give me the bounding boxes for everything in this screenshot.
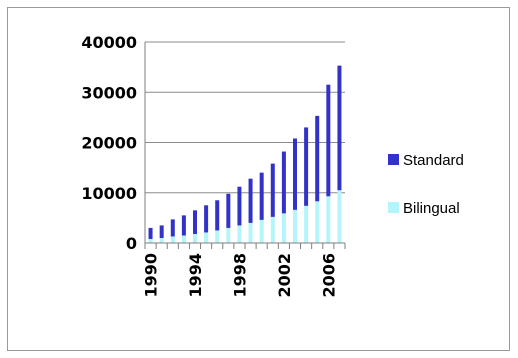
bar-standard-1993	[181, 215, 186, 236]
x-tick-label-1994: 1994	[186, 253, 205, 298]
chart-frame: 0 10000 20000 30000 40000 1990 1994 1998 2002 20…	[7, 7, 510, 351]
legend-swatch-bilingual	[388, 202, 399, 213]
bar-bilingual-1998	[237, 225, 242, 243]
bar-bilingual-1994	[193, 233, 197, 243]
bar-bilingual-2001	[270, 216, 275, 243]
bar-bilingual-2003	[293, 209, 297, 243]
y-tick-label-20000: 20000	[81, 134, 137, 153]
bar-standard-1991	[159, 225, 164, 238]
bar-bilingual-1990	[148, 238, 153, 243]
bar-standard-2005	[315, 115, 320, 202]
x-tick-label-1990: 1990	[142, 253, 161, 298]
bar-standard-1997	[226, 193, 231, 228]
y-tick-label-0: 0	[126, 234, 137, 253]
bar-standard-1994	[193, 210, 197, 234]
x-tick-labels: 1990 1994 1998 2002 2006	[142, 253, 339, 298]
bar-standard-2000	[259, 172, 264, 220]
y-tick-label-40000: 40000	[81, 33, 137, 52]
legend-swatch-standard	[388, 154, 399, 165]
bar-standard-2003	[293, 138, 297, 210]
bars	[148, 65, 342, 243]
bar-standard-1999	[248, 178, 253, 223]
x-tick-label-1998: 1998	[230, 253, 249, 298]
bar-bilingual-1993	[181, 235, 186, 243]
bar-bilingual-2006	[326, 196, 331, 243]
bar-bilingual-2002	[281, 213, 286, 243]
bar-standard-1996	[215, 200, 220, 231]
bar-standard-1998	[237, 186, 242, 226]
bar-bilingual-1997	[226, 227, 231, 243]
bar-standard-1995	[204, 205, 209, 233]
y-tick-labels: 0 10000 20000 30000 40000	[81, 33, 137, 253]
bar-bilingual-1991	[159, 237, 164, 243]
bar-bilingual-2005	[315, 201, 320, 243]
stacked-bar-chart: 0 10000 20000 30000 40000 1990 1994 1998 2002 20…	[81, 33, 464, 298]
bar-bilingual-2000	[259, 219, 264, 243]
bar-standard-2002	[281, 151, 286, 214]
x-tick-label-2002: 2002	[275, 253, 294, 298]
bar-standard-2001	[270, 163, 275, 217]
bar-bilingual-1992	[170, 236, 175, 243]
y-tick-label-30000: 30000	[81, 83, 137, 102]
bar-standard-2007	[337, 65, 342, 191]
gridlines	[145, 41, 345, 194]
legend-label-standard: Standard	[403, 152, 464, 169]
bar-bilingual-2004	[304, 205, 309, 243]
bar-bilingual-1996	[215, 230, 220, 243]
bar-bilingual-1999	[248, 222, 253, 243]
bar-bilingual-1995	[204, 232, 209, 243]
x-tick-label-2006: 2006	[319, 253, 338, 298]
bar-standard-1990	[148, 227, 153, 239]
legend: Standard Bilingual	[388, 152, 464, 217]
bar-bilingual-2007	[337, 190, 342, 243]
axes	[144, 42, 346, 249]
bar-standard-1992	[170, 219, 175, 237]
legend-label-bilingual: Bilingual	[403, 200, 460, 217]
y-tick-label-10000: 10000	[81, 184, 137, 203]
bar-standard-2006	[326, 84, 331, 197]
bar-standard-2004	[304, 127, 309, 206]
